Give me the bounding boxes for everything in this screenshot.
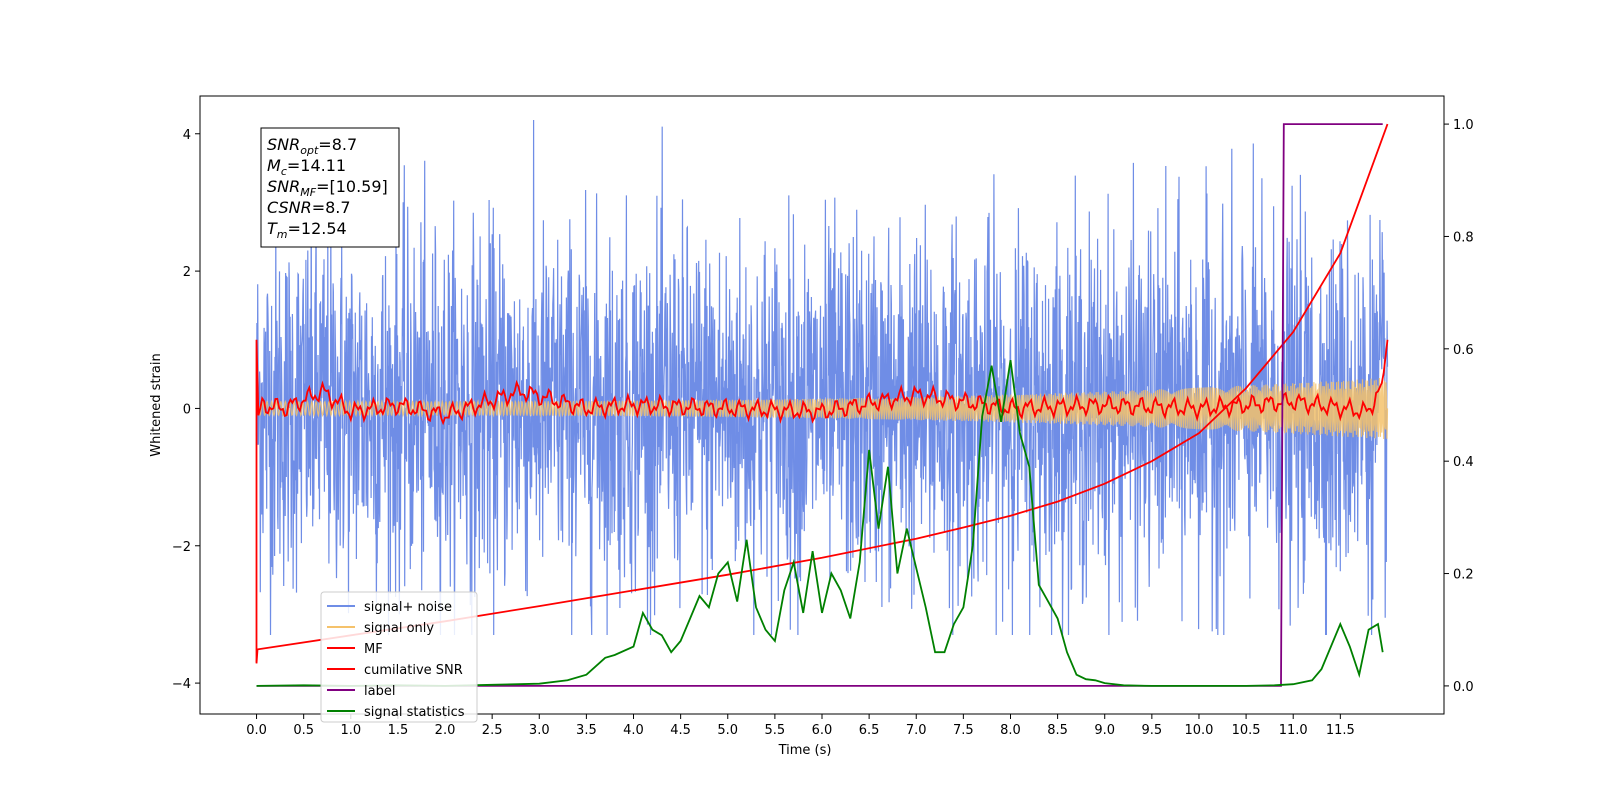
x-tick-label: 3.0	[529, 723, 550, 738]
x-tick-label: 10.5	[1232, 723, 1261, 738]
legend-frame	[320, 591, 478, 723]
x-tick-label: 6.0	[812, 723, 833, 738]
series-line-signal-statistics	[256, 359, 1384, 687]
x-tick-label: 1.5	[388, 723, 409, 738]
x-tick-label: 3.5	[576, 723, 597, 738]
series-line-mf	[255, 339, 1389, 663]
x-tick-label: 2.0	[435, 723, 456, 738]
series-line-label	[256, 123, 1383, 687]
y-tick-label: −4	[172, 677, 191, 692]
x-tick-label: 11.5	[1326, 723, 1355, 738]
y2-tick-label: 0.0	[1453, 680, 1474, 695]
y2-tick-label: 0.2	[1453, 568, 1474, 583]
x-tick-label: 0.5	[293, 723, 314, 738]
y2-tick-label: 1.0	[1453, 118, 1474, 133]
y2-tick-label: 0.4	[1453, 455, 1474, 470]
x-tick-label: 7.5	[953, 723, 974, 738]
x-tick-label: 11.0	[1279, 723, 1308, 738]
y-tick-label: 4	[183, 128, 191, 143]
x-axis-label: Time (s)	[778, 743, 832, 758]
legend-label: signal+ noise	[364, 600, 452, 615]
y2-tick-label: 0.6	[1453, 343, 1474, 358]
y2-tick-label: 0.8	[1453, 230, 1474, 245]
legend-label: cumilative SNR	[364, 663, 463, 678]
legend-label: label	[364, 684, 395, 699]
x-tick-label: 8.5	[1047, 723, 1068, 738]
x-tick-label: 10.0	[1184, 723, 1213, 738]
y-tick-label: −2	[172, 540, 191, 555]
y-axis-label: Whitened strain	[149, 353, 164, 456]
stats-line: SNRMF=[10.59]	[267, 177, 388, 199]
y-tick-label: 0	[183, 402, 191, 417]
x-tick-label: 5.0	[717, 723, 738, 738]
x-tick-label: 4.0	[623, 723, 644, 738]
x-tick-label: 1.0	[340, 723, 361, 738]
x-tick-label: 9.0	[1094, 723, 1115, 738]
axes: 0.0 0.5 1.0 1.5 2.0 2.5 3.0 3.5 4.0 4.5 5.0 5.5 6.0 6…	[172, 95, 1474, 738]
x-tick-label: 5.5	[765, 723, 786, 738]
stats-line: CSNR=8.7	[267, 198, 351, 217]
legend-label: MF	[364, 642, 383, 657]
x-tick-label: 8.0	[1000, 723, 1021, 738]
stats-line: Tm=12.54	[267, 219, 347, 241]
x-tick-label: 4.5	[670, 723, 691, 738]
x-tick-label: 2.5	[482, 723, 503, 738]
x-tick-label: 9.5	[1142, 723, 1163, 738]
stats-line: Mc=14.11	[267, 156, 346, 178]
x-tick-label: 7.0	[906, 723, 927, 738]
x-tick-label: 6.5	[859, 723, 880, 738]
stats-line: SNRopt=8.7	[267, 135, 357, 157]
y-tick-label: 2	[183, 265, 191, 280]
x-tick-label: 0.0	[246, 723, 267, 738]
legend-label: signal only	[364, 621, 434, 636]
legend-label: signal statistics	[364, 705, 465, 720]
legend: signal+ noise signal only MF cumilative SNR…	[320, 591, 478, 723]
stats-box-frame	[260, 127, 400, 248]
